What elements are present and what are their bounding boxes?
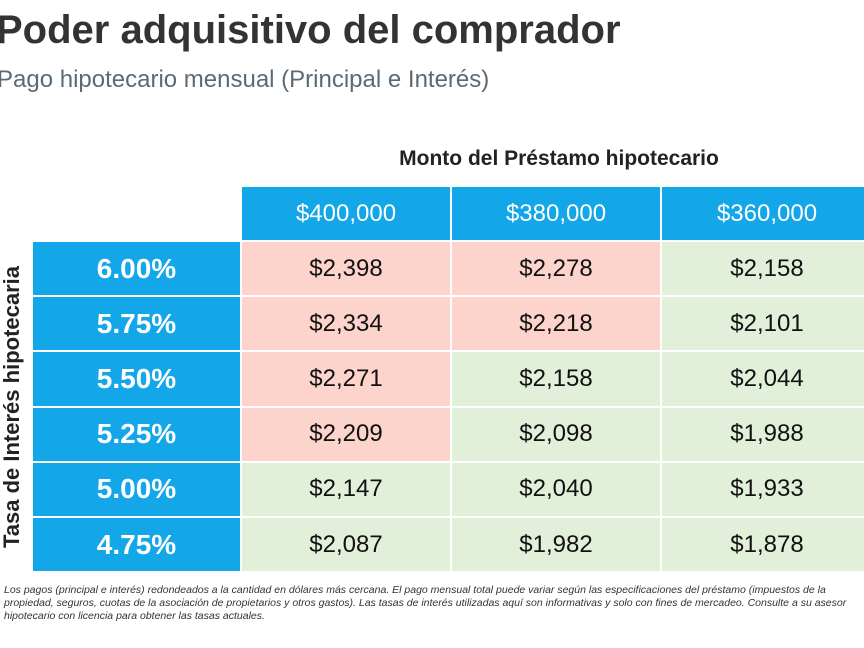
payment-cell: $2,101 xyxy=(662,297,864,353)
payment-cell: $2,334 xyxy=(242,297,452,353)
payment-cell: $2,398 xyxy=(242,242,452,298)
payment-cell: $1,988 xyxy=(662,407,864,463)
subtitle: Pago hipotecario mensual (Principal e In… xyxy=(0,66,490,93)
column-label: $360,000 xyxy=(662,187,864,242)
payment-cell: $2,158 xyxy=(452,352,662,408)
column-label: $380,000 xyxy=(452,187,662,242)
payment-cell: $2,044 xyxy=(662,352,864,408)
rate-label: 6.00% xyxy=(33,242,242,298)
rate-label: 5.75% xyxy=(33,297,242,353)
column-label: $400,000 xyxy=(242,187,452,242)
payment-cell: $2,271 xyxy=(242,352,452,408)
row-header: Tasa de Interés hipotecaria xyxy=(0,265,24,549)
column-header: Monto del Préstamo hipotecario xyxy=(399,147,719,170)
payment-cell: $2,158 xyxy=(662,242,864,298)
rate-label: 5.25% xyxy=(33,407,242,463)
payment-cell: $2,278 xyxy=(452,242,662,298)
payment-cell: $2,098 xyxy=(452,407,662,463)
payment-cell: $2,209 xyxy=(242,407,452,463)
payment-cell: $2,087 xyxy=(242,518,452,574)
rate-label: 5.50% xyxy=(33,352,242,408)
rate-label: 5.00% xyxy=(33,462,242,518)
footnote: Los pagos (principal e interés) redondea… xyxy=(4,584,847,622)
payment-cell: $1,933 xyxy=(662,462,864,518)
payment-cell: $1,878 xyxy=(662,518,864,574)
rate-label: 4.75% xyxy=(33,518,242,574)
title: Poder adquisitivo del comprador xyxy=(0,8,621,52)
payment-cell: $2,218 xyxy=(452,297,662,353)
payment-cell: $2,147 xyxy=(242,462,452,518)
payment-cell: $2,040 xyxy=(452,462,662,518)
payment-cell: $1,982 xyxy=(452,518,662,574)
